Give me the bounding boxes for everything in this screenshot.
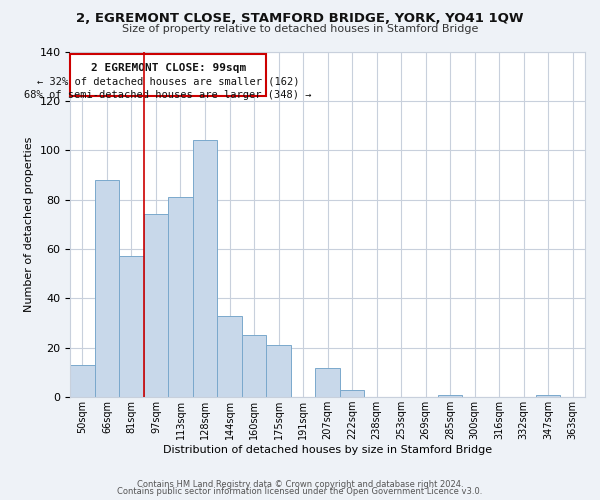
Bar bbox=[242, 336, 266, 397]
Bar bbox=[316, 368, 340, 397]
Text: 68% of semi-detached houses are larger (348) →: 68% of semi-detached houses are larger (… bbox=[25, 90, 312, 100]
Text: 2, EGREMONT CLOSE, STAMFORD BRIDGE, YORK, YO41 1QW: 2, EGREMONT CLOSE, STAMFORD BRIDGE, YORK… bbox=[76, 12, 524, 26]
Text: Contains HM Land Registry data © Crown copyright and database right 2024.: Contains HM Land Registry data © Crown c… bbox=[137, 480, 463, 489]
Bar bbox=[193, 140, 217, 397]
Bar bbox=[217, 316, 242, 397]
Text: ← 32% of detached houses are smaller (162): ← 32% of detached houses are smaller (16… bbox=[37, 76, 299, 86]
Bar bbox=[438, 394, 463, 397]
Bar bbox=[340, 390, 364, 397]
X-axis label: Distribution of detached houses by size in Stamford Bridge: Distribution of detached houses by size … bbox=[163, 445, 492, 455]
Text: Size of property relative to detached houses in Stamford Bridge: Size of property relative to detached ho… bbox=[122, 24, 478, 34]
Text: Contains public sector information licensed under the Open Government Licence v3: Contains public sector information licen… bbox=[118, 488, 482, 496]
Bar bbox=[536, 394, 560, 397]
Bar bbox=[168, 197, 193, 397]
Bar bbox=[144, 214, 168, 397]
Bar bbox=[70, 365, 95, 397]
Bar bbox=[119, 256, 144, 397]
Bar bbox=[70, 54, 266, 96]
Bar bbox=[95, 180, 119, 397]
Y-axis label: Number of detached properties: Number of detached properties bbox=[24, 136, 34, 312]
Text: 2 EGREMONT CLOSE: 99sqm: 2 EGREMONT CLOSE: 99sqm bbox=[91, 62, 246, 72]
Bar bbox=[266, 346, 291, 397]
